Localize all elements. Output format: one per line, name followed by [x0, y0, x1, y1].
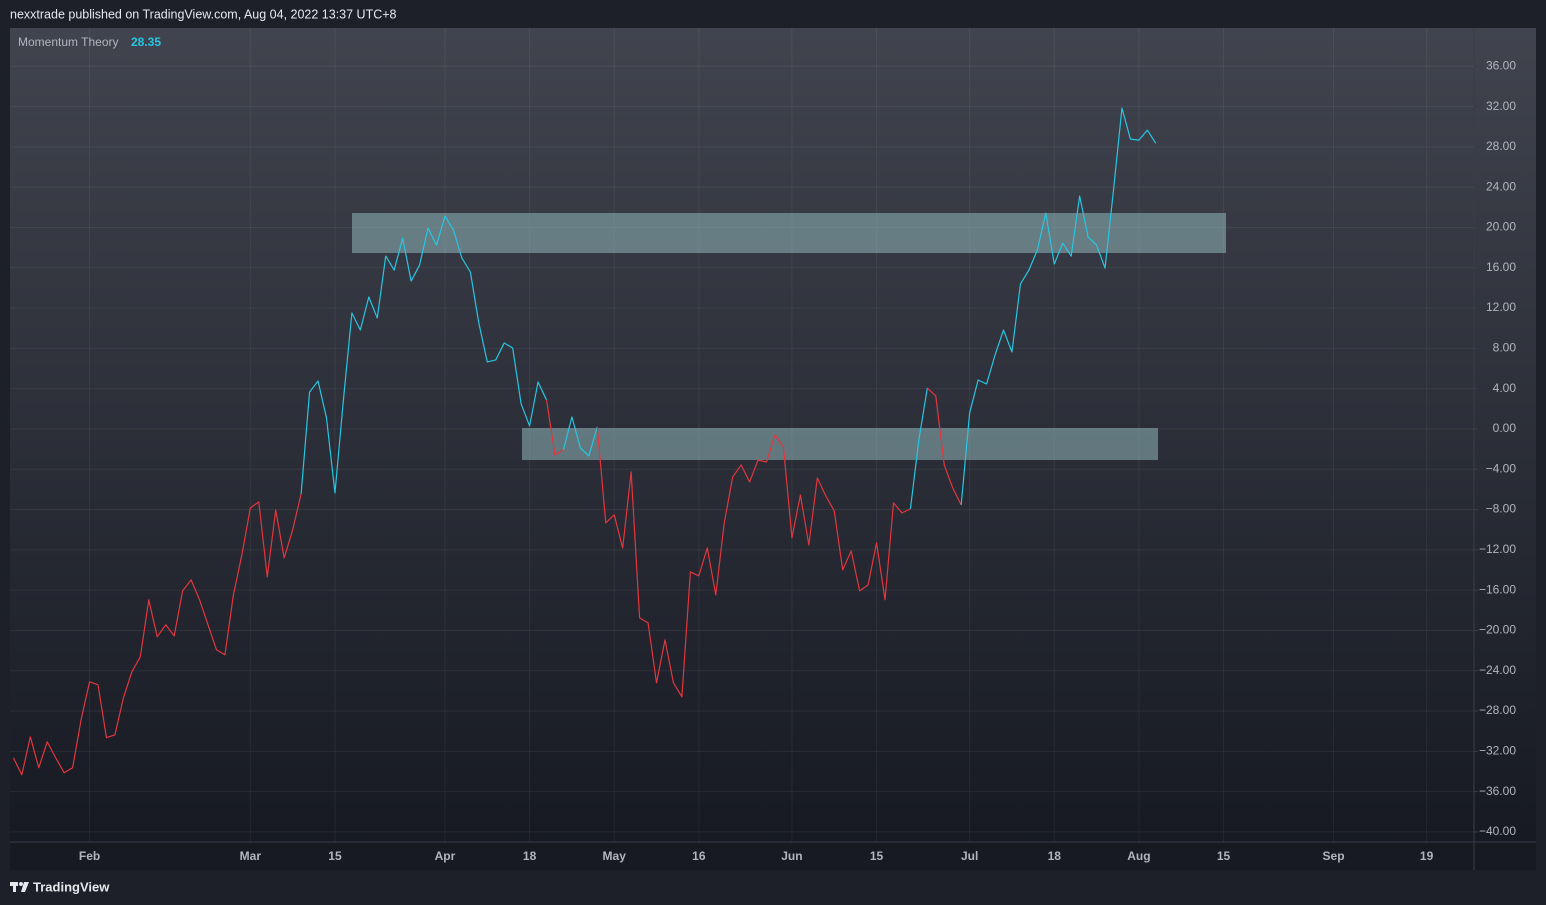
- x-tick-label: Mar: [240, 849, 262, 863]
- x-tick-label: 18: [1048, 849, 1062, 863]
- line-segment: [926, 387, 962, 506]
- line-segment: [909, 387, 928, 510]
- line-segment: [562, 416, 598, 457]
- y-tick-label: 32.00: [1486, 99, 1516, 113]
- plot: [12, 107, 1157, 776]
- y-tick-label: 12.00: [1486, 300, 1516, 314]
- legend-value: 28.35: [131, 35, 161, 49]
- y-tick-label: 0.00: [1493, 421, 1517, 435]
- line-segment: [12, 493, 302, 776]
- y-tick-label: −24.00: [1479, 663, 1516, 677]
- grid: [10, 28, 1474, 842]
- resistance-zone: [352, 213, 1226, 253]
- line-segment: [960, 107, 1157, 505]
- y-tick-label: 36.00: [1486, 58, 1516, 72]
- x-tick-label: Feb: [79, 849, 100, 863]
- x-axis-band: [10, 842, 1536, 870]
- x-tick-label: Jun: [781, 849, 802, 863]
- line-segment: [300, 215, 548, 494]
- x-tick-label: 15: [870, 849, 884, 863]
- x-tick-label: Sep: [1323, 849, 1345, 863]
- x-tick-label: 16: [692, 849, 706, 863]
- x-tick-label: 15: [1217, 849, 1231, 863]
- x-tick-label: 18: [523, 849, 537, 863]
- x-tick-label: May: [603, 849, 627, 863]
- y-tick-label: −36.00: [1479, 784, 1516, 798]
- line-segment: [596, 426, 911, 698]
- y-tick-label: −28.00: [1479, 703, 1516, 717]
- x-tick-label: Jul: [961, 849, 978, 863]
- y-tick-label: −4.00: [1486, 461, 1517, 475]
- line-segment: [545, 399, 564, 456]
- x-tick-label: Aug: [1127, 849, 1150, 863]
- y-tick-label: −32.00: [1479, 744, 1516, 758]
- x-tick-label: 15: [328, 849, 342, 863]
- y-tick-label: −20.00: [1479, 623, 1516, 637]
- y-tick-label: 20.00: [1486, 220, 1516, 234]
- y-tick-label: 8.00: [1493, 341, 1517, 355]
- y-tick-label: 24.00: [1486, 179, 1516, 193]
- tradingview-logo: [10, 882, 29, 892]
- y-tick-label: 28.00: [1486, 139, 1516, 153]
- y-tick-label: −8.00: [1486, 502, 1517, 516]
- y-tick-label: −12.00: [1479, 542, 1516, 556]
- y-tick-label: 4.00: [1493, 381, 1517, 395]
- footer-brand: TradingView: [33, 879, 110, 894]
- legend-name: Momentum Theory: [18, 35, 118, 49]
- header: nexxtrade published on TradingView.com, …: [10, 7, 397, 21]
- x-tick-label: 19: [1420, 849, 1434, 863]
- y-tick-label: −16.00: [1479, 582, 1516, 596]
- support-zone: [522, 428, 1158, 460]
- y-tick-label: −40.00: [1479, 824, 1516, 838]
- y-tick-label: 16.00: [1486, 260, 1516, 274]
- x-tick-label: Apr: [435, 849, 456, 863]
